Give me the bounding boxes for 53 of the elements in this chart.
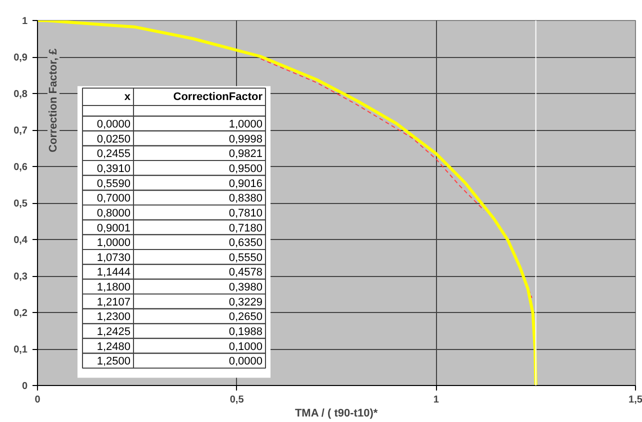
annotation: 1,2425 (96, 326, 131, 338)
annotation: 0,5590 (96, 178, 131, 190)
x-tick-label: 0,5 (230, 394, 244, 406)
annotation: 0,8000 (96, 207, 131, 220)
annotation: 0,7180 (228, 222, 263, 234)
y-tick-label: 1 (22, 16, 28, 27)
annotation: 0,2650 (228, 311, 263, 324)
y-tick-label: 0,1 (14, 344, 28, 356)
annotation: 1,2500 (96, 356, 131, 368)
annotation: 0,0000 (96, 118, 131, 131)
annotation: 0,0250 (96, 133, 131, 146)
y-tick-label: 0,9 (14, 52, 28, 64)
annotation: 0,3910 (96, 162, 131, 175)
annotation: x (124, 90, 132, 103)
annotation: 0,3980 (228, 282, 263, 294)
y-tick-label: 0,3 (14, 272, 28, 282)
annotation: 0,9500 (228, 162, 263, 175)
annotation: 0,7810 (228, 207, 263, 220)
annotation: 1,0730 (96, 252, 131, 264)
y-tick-label: 0,8 (14, 89, 28, 100)
annotation: 0,9001 (96, 222, 131, 234)
annotation: 0,1988 (228, 326, 263, 338)
annotation: 0,3229 (228, 296, 263, 308)
annotation: 0,0000 (228, 356, 263, 368)
annotation: 1,2480 (96, 340, 131, 353)
y-tick-label: 0,5 (14, 198, 28, 210)
annotation: 1,1800 (96, 282, 131, 294)
y-tick-label: 0 (22, 381, 28, 392)
annotation: 0,7000 (96, 192, 131, 205)
annotation: 1,2107 (96, 296, 131, 308)
y-tick-label: 0,2 (14, 308, 28, 319)
annotation: 0,2455 (96, 148, 131, 160)
annotation: 1,1444 (96, 266, 131, 279)
y-tick-label: 0,4 (14, 235, 28, 246)
x-tick-label: 1,5 (628, 394, 642, 406)
y-tick-label: 0,7 (14, 126, 28, 136)
annotation: 0,6350 (228, 237, 263, 250)
annotation: CorrectionFactor (173, 90, 264, 103)
annotation: 1,0000 (228, 118, 263, 131)
y-tick-label: 0,6 (14, 162, 28, 173)
annotation: 1,0000 (96, 237, 131, 250)
x-axis-title: TMA / ( t90-t10)* (294, 408, 378, 420)
y-axis-title: Correction Factor, £ (48, 48, 60, 152)
x-tick-label: 1 (433, 394, 440, 406)
annotation: 0,4578 (228, 266, 263, 279)
annotation: 0,9821 (228, 148, 263, 160)
annotation: 1,2300 (96, 311, 131, 324)
annotation: 0,5550 (228, 252, 263, 264)
annotation: 0,8380 (228, 192, 263, 205)
annotation: 0,9998 (228, 133, 263, 146)
x-tick-label: 0 (34, 394, 41, 406)
annotation: 0,1000 (228, 340, 263, 353)
annotation: 0,9016 (228, 178, 263, 190)
